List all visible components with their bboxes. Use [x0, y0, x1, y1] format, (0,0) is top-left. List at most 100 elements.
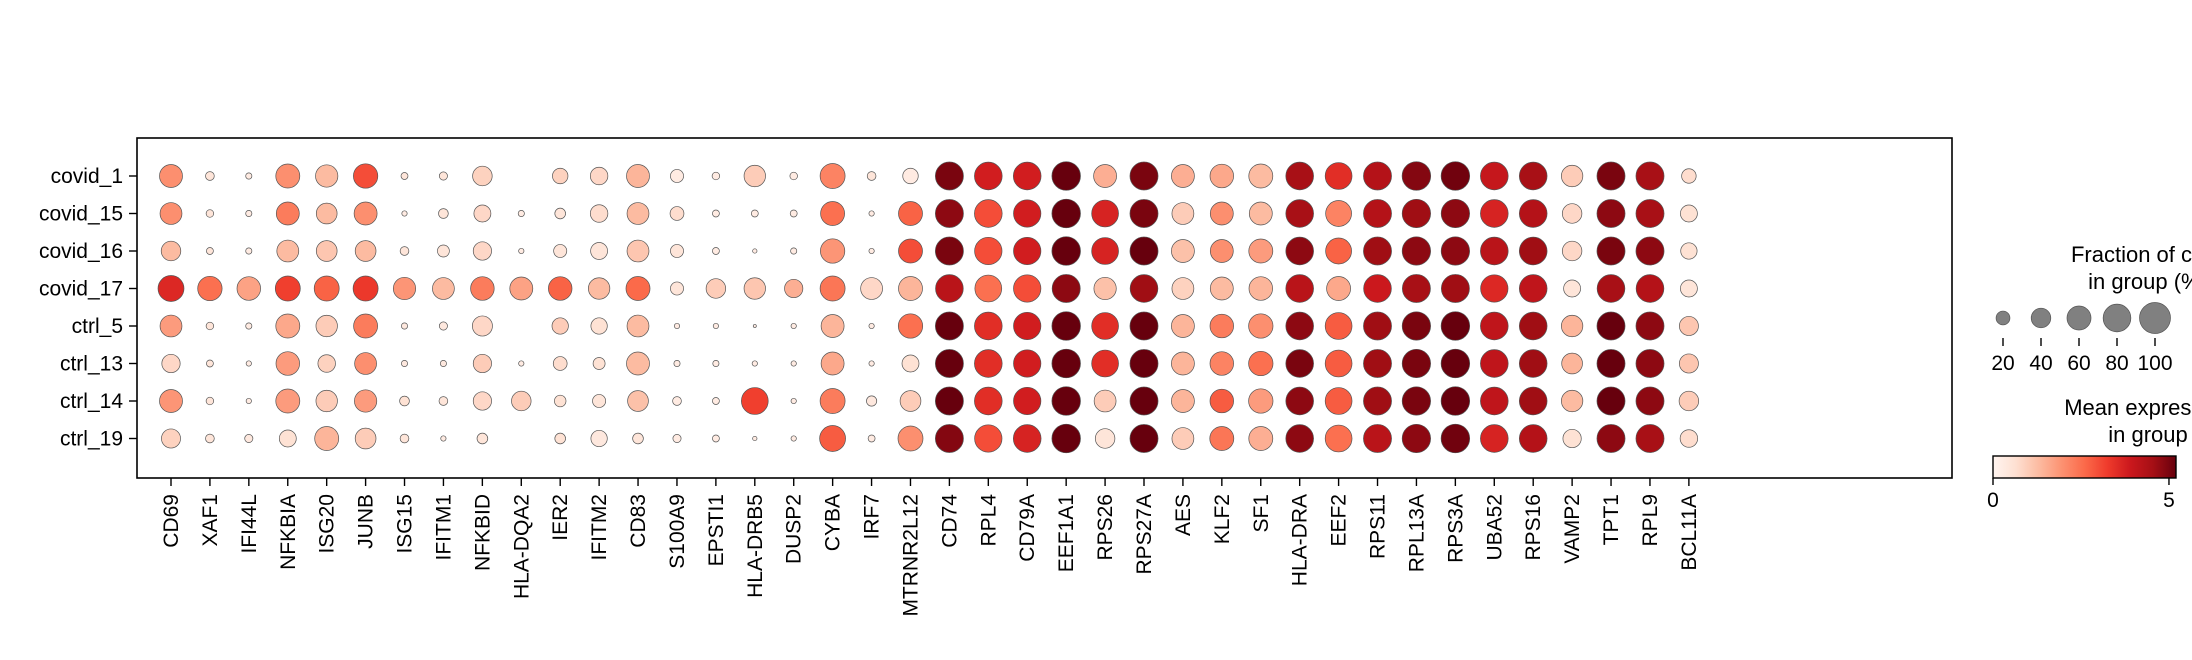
gene-label-EPSTI1: EPSTI1 [705, 494, 728, 566]
dot-ctrl_19-CD74 [935, 424, 964, 453]
dot-ctrl_13-VAMP2 [1561, 352, 1583, 375]
dot-covid_1-UBA52 [1480, 161, 1509, 191]
dot-covid_16-MTRNR2L12 [898, 238, 923, 264]
dot-covid_16-EEF2 [1325, 237, 1352, 265]
gene-label-HLA-DRB5: HLA-DRB5 [744, 494, 767, 598]
gene-label-BCL11A: BCL11A [1678, 494, 1701, 571]
row-label-ctrl_14: ctrl_14 [60, 390, 123, 413]
dot-ctrl_14-NFKBID [472, 391, 492, 411]
dot-ctrl_19-IFI44L [244, 434, 254, 443]
dot-covid_1-HLA-DRA [1285, 161, 1314, 191]
dot-ctrl_13-EEF2 [1324, 349, 1353, 378]
dot-covid_1-CD83 [626, 164, 650, 188]
dot-covid_17-CD79A [1013, 274, 1042, 303]
dot-covid_16-XAF1 [206, 247, 214, 255]
dot-covid_1-IFITM1 [438, 171, 448, 181]
dot-covid_15-CD79A [1013, 199, 1042, 228]
dot-ctrl_19-RPL13A [1401, 423, 1431, 454]
dot-ctrl_19-IFITM1 [440, 435, 447, 442]
dot-ctrl_14-IFI44L [245, 397, 252, 405]
dot-ctrl_14-CD79A [1013, 386, 1042, 416]
dot-covid_1-ISG15 [400, 172, 409, 180]
dot-covid_1-SF1 [1248, 163, 1274, 189]
dot-covid_15-IRF7 [868, 210, 875, 217]
size-legend: Fraction of cellsin group (%) 20 40 60 80 100 [1991, 242, 2192, 375]
dot-ctrl_14-S100A9 [672, 396, 682, 406]
dot-ctrl_13-ISG15 [401, 360, 408, 367]
dot-covid_16-RPL13A [1401, 236, 1431, 266]
dot-covid_17-RPS11 [1363, 274, 1392, 303]
dot-covid_15-SF1 [1248, 201, 1273, 226]
dot-ctrl_13-ISG20 [317, 354, 336, 373]
gene-label-MTRNR2L12: MTRNR2L12 [899, 494, 922, 617]
dot-covid_1-BCL11A [1681, 168, 1697, 184]
dot-covid_16-UBA52 [1480, 236, 1509, 266]
dot-covid_17-RPL13A [1402, 274, 1431, 303]
dot-covid_15-IFI44L [245, 210, 253, 217]
dot-covid_15-EEF2 [1325, 200, 1352, 227]
dot-ctrl_13-IFI44L [245, 360, 252, 367]
row-label-covid_17: covid_17 [39, 278, 123, 301]
gene-label-EEF2: EEF2 [1328, 494, 1351, 547]
dot-covid_15-RPL13A [1401, 198, 1431, 229]
dot-ctrl_19-ISG20 [314, 426, 340, 451]
dot-covid_16-VAMP2 [1561, 240, 1583, 262]
dot-covid_15-CD83 [626, 202, 650, 225]
dot-covid_16-HLA-DRA [1285, 236, 1314, 266]
dot-covid_15-RPS16 [1518, 199, 1548, 228]
dot-ctrl_5-RPL13A [1401, 311, 1431, 341]
dot-covid_15-MTRNR2L12 [898, 201, 923, 226]
dot-ctrl_19-CD83 [632, 432, 644, 445]
dot-ctrl_13-CD83 [626, 351, 650, 376]
dot-ctrl_19-CD69 [161, 428, 181, 449]
dot-covid_1-NFKBID [472, 165, 493, 187]
dot-covid_1-JUNB [353, 163, 379, 189]
dot-covid_17-SF1 [1248, 276, 1273, 301]
dot-ctrl_19-DUSP2 [790, 435, 797, 442]
dot-ctrl_19-RPS11 [1363, 424, 1392, 453]
dot-ctrl_14-EPSTI1 [712, 397, 720, 405]
dot-ctrl_14-EEF1A1 [1051, 386, 1081, 416]
dot-covid_15-EEF1A1 [1051, 198, 1081, 229]
dot-ctrl_5-DUSP2 [790, 322, 797, 330]
gene-label-HLA-DRA: HLA-DRA [1289, 494, 1312, 586]
dot-ctrl_5-NFKBID [472, 315, 493, 337]
dot-ctrl_5-NFKBIA [275, 313, 301, 339]
dot-covid_16-IFI44L [245, 247, 253, 255]
dot-covid_15-RPS3A [1440, 198, 1470, 229]
dot-covid_17-UBA52 [1480, 274, 1509, 303]
dot-ctrl_13-EPSTI1 [712, 360, 720, 367]
dot-covid_16-HLA-DRB5 [752, 248, 758, 254]
dot-ctrl_13-RPS11 [1363, 349, 1392, 378]
dot-ctrl_19-JUNB [354, 427, 377, 450]
dot-covid_17-RPS3A [1441, 274, 1470, 303]
dot-covid_15-IFITM1 [438, 208, 449, 219]
dot-covid_15-EPSTI1 [712, 209, 720, 218]
gene-label-ISG15: ISG15 [394, 494, 417, 554]
dot-ctrl_14-MTRNR2L12 [899, 390, 922, 412]
gene-label-S100A9: S100A9 [666, 494, 689, 569]
dot-ctrl_19-RPL4 [974, 424, 1003, 453]
dot-ctrl_19-AES [1171, 427, 1195, 450]
dot-covid_16-EEF1A1 [1051, 236, 1081, 266]
dot-ctrl_14-UBA52 [1480, 386, 1509, 416]
dot-ctrl_5-TPT1 [1596, 311, 1626, 341]
dot-covid_17-TPT1 [1596, 274, 1626, 303]
row-label-covid_15: covid_15 [39, 203, 123, 226]
dot-covid_1-RPS3A [1440, 161, 1471, 191]
dot-covid_16-AES [1171, 239, 1195, 263]
dot-covid_15-RPS26 [1091, 199, 1119, 228]
dot-covid_17-EEF2 [1326, 276, 1351, 301]
dot-ctrl_14-KLF2 [1209, 388, 1234, 414]
gene-label-IFITM1: IFITM1 [432, 494, 455, 561]
dot-ctrl_13-S100A9 [673, 360, 681, 367]
gene-label-NFKBID: NFKBID [471, 494, 494, 571]
dot-covid_15-CD69 [159, 202, 183, 225]
dot-ctrl_14-RPS26 [1093, 389, 1117, 413]
dot-ctrl_14-JUNB [354, 389, 378, 413]
dot-ctrl_5-MTRNR2L12 [897, 313, 924, 339]
row-label-covid_16: covid_16 [39, 240, 123, 263]
dot-ctrl_14-CD69 [159, 389, 183, 413]
gene-label-SF1: SF1 [1250, 494, 1273, 533]
dot-ctrl_13-EEF1A1 [1051, 348, 1081, 379]
